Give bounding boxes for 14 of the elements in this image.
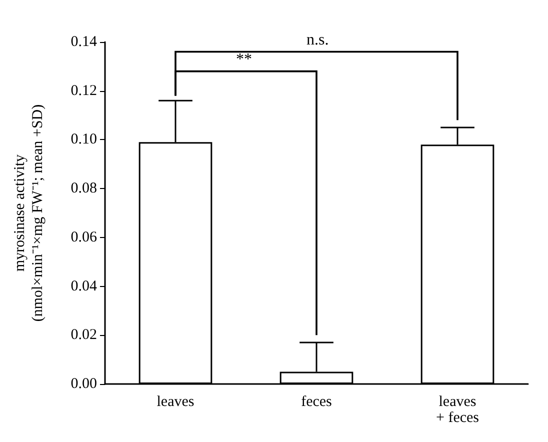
y-tick-label: 0.12: [70, 82, 97, 99]
y-tick-label: 0.02: [70, 327, 97, 344]
y-axis-title: myrosinase activity (nmol×min⁻¹×mg FW⁻¹; mean +SD): [12, 104, 46, 322]
annotation: **: [236, 50, 252, 68]
x-tick-label: feces: [301, 394, 332, 410]
y-tick-label: 0.00: [70, 376, 97, 392]
x-tick-label: leaves + feces: [436, 394, 480, 426]
y-tick-label: 0.06: [70, 229, 98, 246]
x-tick-label: leaves: [156, 394, 194, 410]
annotation: n.s.: [306, 31, 329, 48]
y-tick-label: 0.08: [70, 180, 97, 197]
y-tick-label: 0.14: [70, 34, 98, 50]
y-tick-label: 0.10: [70, 132, 97, 148]
y-tick-label: 0.04: [70, 278, 98, 294]
